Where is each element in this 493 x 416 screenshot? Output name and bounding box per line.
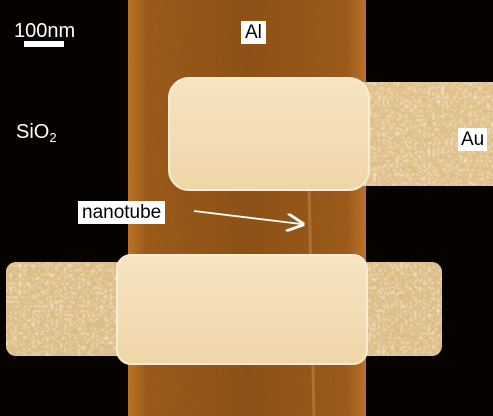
nanotube-label: nanotube <box>78 201 166 224</box>
contact-pad-upper <box>168 77 370 191</box>
substrate-label-subscript: 2 <box>49 130 57 145</box>
substrate-label-text: SiO <box>16 121 50 143</box>
scale-bar-label: 100nm <box>14 20 76 42</box>
scale-bar <box>24 41 64 47</box>
al-label: Al <box>241 21 266 44</box>
au-label: Au <box>458 128 488 151</box>
nanotube-arrow <box>193 210 301 224</box>
substrate-label: SiO2 <box>16 121 57 145</box>
contact-pad-lower <box>116 254 368 365</box>
